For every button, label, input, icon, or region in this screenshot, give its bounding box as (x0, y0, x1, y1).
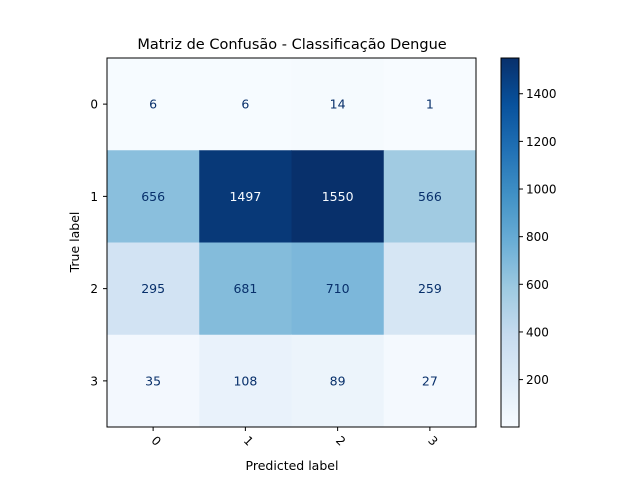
cell-value-label: 6 (149, 97, 157, 112)
cell-value-label: 1550 (322, 189, 354, 204)
cell-value-label: 108 (233, 373, 257, 388)
x-tick-label: 1 (241, 433, 256, 448)
heatmap-cell (199, 334, 292, 428)
x-tick-label: 0 (148, 433, 163, 448)
heatmap-cell (199, 58, 292, 151)
heatmap-cell (107, 58, 200, 151)
cell-value-label: 27 (422, 373, 438, 388)
heatmap-cell (383, 58, 477, 151)
colorbar-tick-label: 400 (526, 325, 549, 339)
heatmap-cell-labels: 6 6 14 1 656 1497 1550 566 295 681 710 259 35 108 89 27 (141, 97, 442, 389)
cell-value-label: 295 (141, 281, 165, 296)
colorbar-tick-label: 1400 (526, 87, 557, 101)
x-tick-label: 3 (425, 433, 440, 448)
plot-frame (106, 57, 477, 428)
colorbar-tick-label: 1200 (526, 135, 557, 149)
y-axis-label: True label (67, 212, 82, 274)
heatmap-cell (291, 58, 385, 151)
cell-value-label: 656 (141, 189, 165, 204)
heatmap-cell (291, 242, 385, 336)
y-axis-ticks: 0 1 2 3 (90, 98, 107, 388)
colorbar (500, 57, 520, 428)
heatmap-cell (291, 334, 385, 428)
cell-value-label: 35 (145, 373, 161, 388)
x-axis-label: Predicted label (246, 458, 339, 473)
colorbar-ticks: 200 400 600 800 1000 1200 1400 (519, 87, 557, 387)
cell-value-label: 89 (330, 373, 346, 388)
heatmap-cell (107, 150, 200, 243)
cell-value-label: 710 (326, 281, 350, 296)
colorbar-tick-label: 600 (526, 278, 549, 292)
colorbar-tick-label: 800 (526, 230, 549, 244)
cell-value-label: 566 (418, 189, 442, 204)
x-tick-label: 2 (333, 433, 348, 448)
y-tick-label: 0 (90, 98, 98, 112)
colorbar-tick-label: 200 (526, 373, 549, 387)
heatmap-cell (291, 150, 385, 243)
colorbar-tick-label: 1000 (526, 183, 557, 197)
heatmap-cell (199, 150, 292, 243)
heatmap-cell (199, 242, 292, 336)
cell-value-label: 14 (330, 97, 346, 112)
cell-value-label: 1 (426, 97, 434, 112)
x-axis-ticks: 0 1 2 3 (148, 427, 441, 449)
cell-value-label: 1497 (229, 189, 261, 204)
cell-value-label: 6 (241, 97, 249, 112)
heatmap-cell (383, 242, 477, 336)
chart-title: Matriz de Confusão - Classificação Dengu… (137, 37, 446, 53)
y-tick-label: 3 (90, 374, 98, 388)
heatmap-cell (107, 242, 200, 336)
cell-value-label: 259 (418, 281, 442, 296)
heatmap-cell (383, 334, 477, 428)
cell-value-label: 681 (233, 281, 257, 296)
heatmap-cell (107, 334, 200, 428)
heatmap-cells (107, 58, 477, 428)
heatmap-cell (383, 150, 477, 243)
y-tick-label: 1 (90, 190, 98, 204)
y-tick-label: 2 (90, 282, 98, 296)
